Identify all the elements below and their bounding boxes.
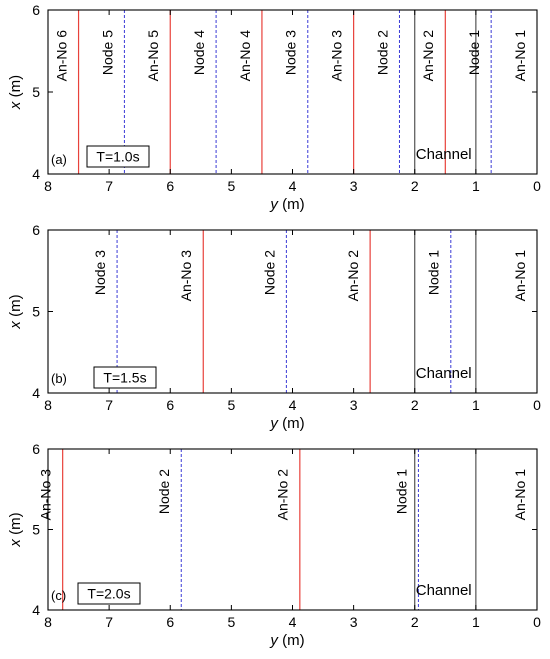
y-tick-label: 4 (32, 385, 40, 401)
antinode-label: An-No 2 (345, 250, 361, 302)
x-tick-label: 1 (472, 178, 480, 194)
x-tick-label: 8 (44, 614, 52, 630)
panel-c: An-No 3 Node 2 An-No 2 Node 1 An-No 1 8 7 6 5 4 3 2… (7, 441, 541, 649)
y-tick-label: 6 (32, 2, 40, 18)
channel-label: Channel (416, 146, 472, 163)
x-tick-label: 8 (44, 178, 52, 194)
period-label: T=1.0s (96, 149, 139, 165)
x-tick-label: 7 (105, 397, 113, 413)
x-tick-label: 6 (166, 614, 174, 630)
x-axis-label: y (m) (269, 196, 304, 213)
antinode-label: An-No 4 (237, 30, 253, 82)
period-box (77, 582, 141, 605)
x-tick-label: 5 (227, 178, 235, 194)
period-label: T=2.0s (87, 586, 130, 602)
x-tick-label: 1 (472, 614, 480, 630)
x-axis-label-var: y (269, 632, 279, 649)
x-tick-label: 1 (472, 397, 480, 413)
antinode-label: An-No 1 (512, 30, 528, 82)
antinode-label: An-No 3 (38, 469, 54, 521)
antinode-label: An-No 2 (275, 469, 291, 521)
antinode-label: An-No 3 (178, 250, 194, 302)
node-label: Node 5 (99, 30, 115, 75)
node-label: Node 2 (374, 30, 390, 75)
x-tick-label: 6 (166, 178, 174, 194)
antinode-label: An-No 5 (145, 30, 161, 82)
x-tick-label: 2 (411, 178, 419, 194)
y-axis-label: x (m) (7, 512, 24, 547)
x-tick-label: 0 (533, 178, 541, 194)
x-axis-label: y (m) (269, 632, 304, 649)
x-axis-label-var: y (269, 196, 279, 213)
y-axis-label: x (m) (7, 75, 24, 110)
x-tick-label: 3 (350, 397, 358, 413)
y-tick-label: 5 (32, 522, 40, 538)
panel-letter: (a) (51, 152, 67, 167)
y-axis-label-var: x (7, 539, 24, 548)
period-box (86, 145, 150, 168)
node-label: Node 3 (92, 250, 108, 295)
antinode-label: An-No 1 (512, 469, 528, 521)
x-tick-label: 8 (44, 397, 52, 413)
y-axis-label-unit: (m) (7, 512, 24, 539)
y-tick-label: 6 (32, 222, 40, 238)
x-tick-label: 5 (227, 614, 235, 630)
node-label: Node 1 (466, 30, 482, 75)
x-tick-label: 4 (289, 614, 297, 630)
y-tick-label: 6 (32, 441, 40, 457)
node-label: Node 3 (283, 30, 299, 75)
x-tick-label: 2 (411, 397, 419, 413)
x-tick-label: 7 (105, 178, 113, 194)
y-axis-label-unit: (m) (7, 294, 24, 321)
node-label: Node 4 (191, 30, 207, 75)
x-tick-label: 2 (411, 614, 419, 630)
node-label: Node 1 (393, 469, 409, 514)
y-axis-label: x (m) (7, 294, 24, 329)
x-tick-label: 0 (533, 397, 541, 413)
x-axis-label-unit: (m) (278, 196, 305, 213)
x-axis-label: y (m) (269, 415, 304, 432)
antinode-label: An-No 6 (53, 30, 69, 82)
x-tick-label: 7 (105, 614, 113, 630)
x-tick-label: 5 (227, 397, 235, 413)
panel-letter: (b) (51, 371, 67, 386)
antinode-label: An-No 3 (329, 30, 345, 82)
period-box (93, 366, 157, 389)
panel-letter: (c) (51, 588, 66, 603)
y-axis-label-var: x (7, 101, 24, 110)
x-tick-label: 3 (350, 178, 358, 194)
x-tick-label: 6 (166, 397, 174, 413)
y-tick-label: 5 (32, 304, 40, 320)
node-label: Node 2 (156, 469, 172, 514)
y-tick-label: 4 (32, 166, 40, 182)
x-tick-label: 3 (350, 614, 358, 630)
y-axis-label-var: x (7, 321, 24, 330)
antinode-label: An-No 1 (512, 250, 528, 302)
period-label: T=1.5s (103, 370, 146, 386)
x-tick-label: 4 (289, 178, 297, 194)
x-axis-label-unit: (m) (278, 632, 305, 649)
antinode-label: An-No 2 (420, 30, 436, 82)
panel-b: Node 3 An-No 3 Node 2 An-No 2 Node 1 An-No 1 8… (7, 222, 541, 432)
node-label: Node 2 (261, 250, 277, 295)
y-tick-label: 4 (32, 602, 40, 618)
node-label: Node 1 (426, 250, 442, 295)
x-tick-label: 4 (289, 397, 297, 413)
channel-label: Channel (416, 582, 472, 599)
panel-a: An-No 6 Node 5 An-No 5 Node 4 An-No 4 Node 3 A… (7, 2, 541, 213)
x-axis-label-unit: (m) (278, 415, 305, 432)
y-axis-label-unit: (m) (7, 75, 24, 102)
y-tick-label: 5 (32, 84, 40, 100)
channel-label: Channel (416, 365, 472, 382)
x-tick-label: 0 (533, 614, 541, 630)
x-axis-label-var: y (269, 415, 279, 432)
